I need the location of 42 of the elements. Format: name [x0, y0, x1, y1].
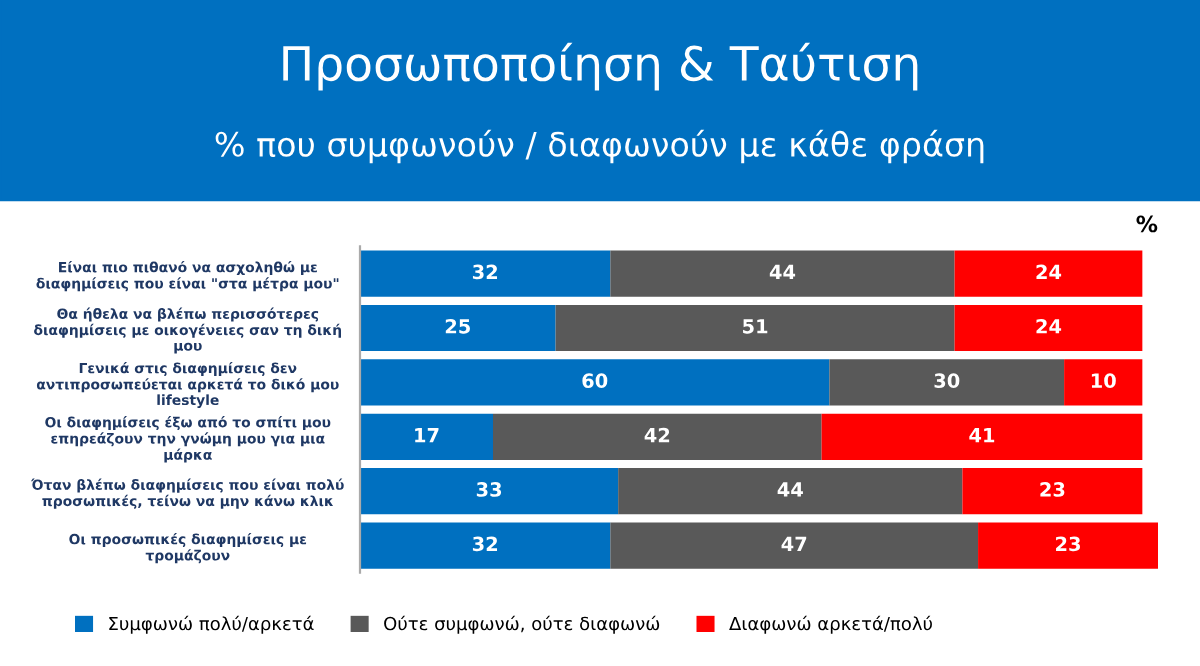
- bar: [493, 413, 822, 460]
- legend-label: Διαφωνώ αρκετά/πολύ: [729, 615, 932, 634]
- bar: [954, 304, 1143, 352]
- data-label: 60: [582, 373, 608, 389]
- data-label: 44: [777, 482, 803, 497]
- bar: [360, 522, 611, 569]
- bar: [360, 359, 830, 406]
- data-label: 47: [781, 536, 807, 551]
- bar: [954, 250, 1143, 297]
- legend-label: Συμφωνώ πολύ/αρκετά: [109, 615, 314, 634]
- data-label: 30: [934, 373, 960, 389]
- data-label: 51: [743, 319, 768, 334]
- bar: [978, 522, 1158, 569]
- bar: [618, 468, 963, 515]
- bar: [610, 250, 955, 297]
- bar: [555, 304, 955, 352]
- text: %: [1136, 215, 1158, 233]
- chart-title: Προσωποποίηση & Ταύτιση: [283, 42, 918, 91]
- data-label: 42: [644, 427, 670, 443]
- data-label: 33: [476, 482, 502, 497]
- data-label: 23: [1040, 482, 1065, 497]
- data-label: 41: [969, 427, 995, 443]
- data-label: 44: [769, 264, 796, 279]
- bar: [360, 468, 619, 515]
- bar: [360, 413, 493, 460]
- data-label: 25: [445, 318, 470, 334]
- bar: [360, 304, 556, 352]
- data-label: 17: [415, 427, 439, 443]
- legend-label: Ούτε συμφωνώ, ούτε διαφωνώ: [384, 615, 660, 634]
- chart-subtitle: % που συμφωνούν / διαφωνούν με κάθε φράση: [215, 129, 984, 164]
- bar: [962, 468, 1143, 515]
- bar: [360, 250, 611, 297]
- bar: [1064, 359, 1143, 406]
- data-label: 32: [472, 264, 498, 280]
- data-label: 32: [472, 536, 498, 552]
- data-label: 10: [1091, 373, 1116, 389]
- bar: [821, 413, 1143, 460]
- data-label: 24: [1036, 264, 1062, 279]
- data-label: 23: [1056, 536, 1081, 552]
- bar: [610, 522, 979, 569]
- bar: [829, 359, 1065, 406]
- data-label: 24: [1036, 318, 1062, 334]
